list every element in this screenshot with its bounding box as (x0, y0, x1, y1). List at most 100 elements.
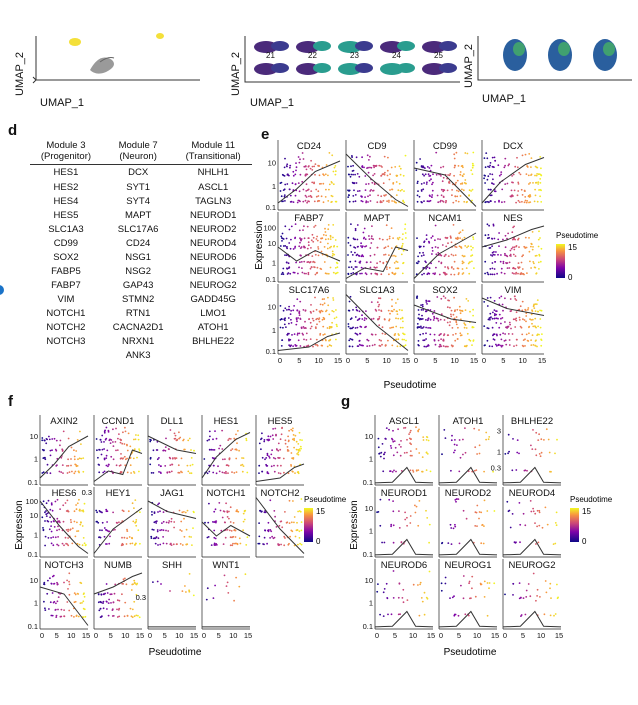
x-tick-label: 10 (537, 631, 545, 640)
expression-dot (485, 438, 487, 441)
expression-dot (500, 317, 502, 320)
module-gene: GADD45G (190, 293, 236, 305)
x-tick-label: 5 (433, 356, 437, 365)
expression-dot (48, 435, 50, 438)
expression-dot (464, 152, 467, 154)
expression-dot (332, 224, 335, 226)
y-tick-label: 0.3 (136, 593, 146, 602)
expression-dot (79, 523, 82, 526)
expression-dot (441, 453, 443, 456)
expression-dot (395, 310, 398, 312)
expression-dot (185, 591, 187, 593)
expression-dot (112, 441, 114, 443)
expression-dot (281, 271, 284, 274)
expression-dot (548, 451, 551, 454)
expression-dot (427, 317, 430, 320)
expression-dot (488, 582, 491, 584)
expression-dot (354, 200, 357, 203)
trend-curve (374, 466, 434, 484)
expression-dot (484, 201, 487, 204)
x-tick-label: 15 (402, 356, 410, 365)
expression-dot (278, 524, 281, 527)
expression-dot (266, 452, 269, 455)
expression-dot (330, 181, 333, 183)
expression-dot (106, 592, 109, 594)
expression-dot (45, 513, 48, 516)
expression-dot (120, 439, 122, 442)
expression-dot (223, 521, 226, 524)
expression-dot (264, 458, 266, 461)
expression-dot (398, 510, 400, 512)
expression-dot (379, 613, 381, 616)
expression-dot (432, 319, 435, 321)
expression-dot (124, 458, 127, 461)
expression-dot (390, 523, 393, 526)
expression-dot (135, 593, 138, 596)
expression-dot (428, 570, 431, 573)
expression-dot (275, 526, 278, 528)
expression-dot (290, 238, 292, 241)
expression-dot (526, 272, 528, 274)
expression-dot (538, 453, 541, 455)
expression-dot (297, 451, 300, 454)
expression-dot (540, 167, 542, 170)
expression-dot (444, 582, 447, 585)
expression-dot (399, 326, 402, 329)
expression-dot (547, 438, 550, 441)
expression-dot (422, 254, 425, 256)
expression-dot (85, 544, 87, 546)
expression-dot (498, 232, 500, 234)
expression-dot (277, 472, 280, 474)
expression-dot (471, 188, 474, 191)
expression-dot (428, 523, 431, 526)
expression-dot (98, 464, 101, 466)
expression-dot (358, 190, 361, 192)
gene-title: NEUROG2 (509, 560, 556, 571)
trend-curve (374, 610, 434, 628)
expression-dot (423, 272, 425, 275)
expression-dot (160, 529, 163, 531)
umap-tile (336, 38, 374, 56)
expression-dot (468, 580, 471, 583)
expression-dot (326, 272, 328, 275)
expression-dot (316, 323, 318, 326)
expression-dot (133, 579, 136, 582)
expression-dot (281, 232, 284, 235)
module-row: SLC1A3 SLC17A6 NEUROD2 (30, 223, 252, 237)
expression-dot (517, 183, 520, 185)
x-tick-label: 5 (55, 631, 59, 640)
expression-dot (170, 520, 173, 523)
panel-e-letter: e (261, 126, 270, 143)
expression-dot (497, 164, 500, 167)
expression-dot (137, 434, 140, 437)
expression-dot (129, 607, 132, 610)
expression-dot (378, 344, 381, 347)
expression-dot (404, 344, 407, 347)
expression-dot (103, 448, 105, 450)
expression-dot (158, 471, 160, 473)
expression-dot (397, 338, 400, 341)
y-tick-label: 10 (268, 239, 276, 248)
expression-dot (69, 528, 72, 531)
expression-dot (504, 593, 506, 596)
expression-dot (66, 543, 69, 545)
expression-dot (492, 223, 495, 226)
x-tick-label: 0 (40, 631, 44, 640)
expression-dot (302, 309, 305, 311)
expression-dot (297, 443, 300, 445)
expression-dot (515, 317, 518, 320)
expression-dot (530, 245, 532, 248)
expression-dot (395, 194, 398, 197)
expression-dot (298, 190, 301, 193)
expression-dot (448, 174, 451, 177)
trend-curve (502, 538, 562, 556)
expression-dot (458, 232, 461, 235)
expression-dot (66, 510, 69, 513)
expression-dot (530, 510, 533, 513)
expression-dot (295, 169, 297, 172)
expression-dot (173, 521, 176, 523)
expression-dot (74, 463, 77, 466)
expression-dot (518, 582, 521, 584)
expression-dot (496, 272, 498, 275)
